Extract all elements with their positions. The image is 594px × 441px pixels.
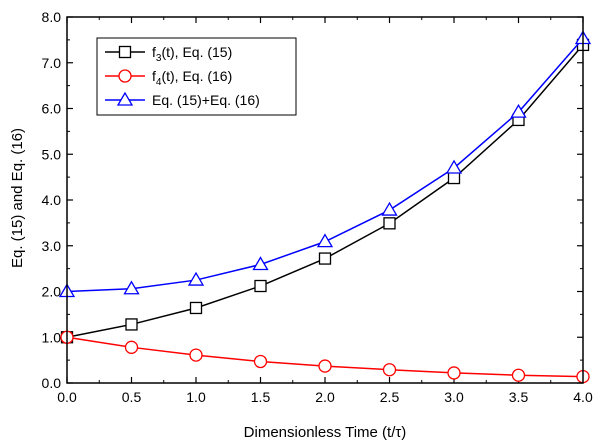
y-tick-label: 3.0 (42, 238, 62, 254)
y-tick-label: 1.0 (42, 329, 62, 345)
axis-ticks: 0.0 0.5 1.0 1.5 2.0 2.5 3.0 3.5 4.0 0.0 1.0 2.0 3.0 4… (42, 9, 593, 405)
data-point (187, 271, 205, 286)
legend-label: f4(t), Eq. (16) (152, 68, 232, 88)
data-point (510, 103, 527, 118)
legend-item: f4(t), Eq. (16) (105, 68, 232, 88)
y-axis-label: Eq. (15) and Eq. (16) (9, 128, 26, 268)
plot-frame (66, 16, 584, 384)
legend-marker (118, 69, 132, 83)
data-point (318, 252, 332, 265)
legend-item: f3(t), Eq. (15) (105, 44, 232, 64)
x-tick-label: 2.5 (380, 389, 400, 405)
y-tick-label: 6.0 (42, 101, 62, 117)
data-point (254, 279, 267, 293)
data-point (125, 318, 138, 331)
data-point (123, 280, 140, 295)
y-tick-label: 5.0 (42, 146, 62, 162)
x-tick-label: 4.0 (573, 389, 593, 405)
data-point (447, 366, 461, 380)
y-tick-label: 8.0 (42, 9, 62, 25)
data-point (253, 354, 268, 369)
data-point (382, 363, 397, 377)
series-layer (58, 30, 592, 384)
x-tick-label: 1.0 (186, 389, 206, 405)
legend-marker (116, 91, 134, 106)
data-point (383, 217, 396, 230)
y-tick-label: 0.0 (42, 375, 62, 391)
legend-label: Eq. (15)+Eq. (16) (152, 92, 260, 108)
x-tick-label: 3.5 (509, 389, 529, 405)
data-point (124, 340, 139, 354)
x-tick-label: 0.0 (57, 389, 77, 405)
x-tick-label: 3.0 (444, 389, 464, 405)
x-axis-label: Dimensionless Time (t/τ) (244, 424, 407, 441)
data-point (189, 301, 203, 315)
legend-label: f3(t), Eq. (15) (152, 44, 232, 64)
x-tick-label: 2.0 (315, 389, 335, 405)
x-tick-label: 0.5 (122, 389, 142, 405)
data-point (445, 159, 463, 174)
data-point (447, 171, 461, 185)
data-point (252, 256, 269, 271)
data-point (318, 359, 332, 373)
data-point (511, 368, 526, 382)
legend-marker (118, 45, 132, 59)
y-tick-label: 4.0 (42, 192, 62, 208)
series-circle (60, 330, 590, 384)
data-point (316, 233, 334, 248)
y-tick-label: 7.0 (42, 55, 62, 71)
data-point (189, 348, 203, 362)
x-tick-label: 1.5 (251, 389, 271, 405)
data-point (381, 201, 398, 216)
y-tick-label: 2.0 (42, 284, 62, 300)
legend-item: Eq. (15)+Eq. (16) (105, 91, 260, 108)
legend: f3(t), Eq. (15) f4(t), Eq. (16) Eq. (15)+E… (96, 37, 297, 116)
